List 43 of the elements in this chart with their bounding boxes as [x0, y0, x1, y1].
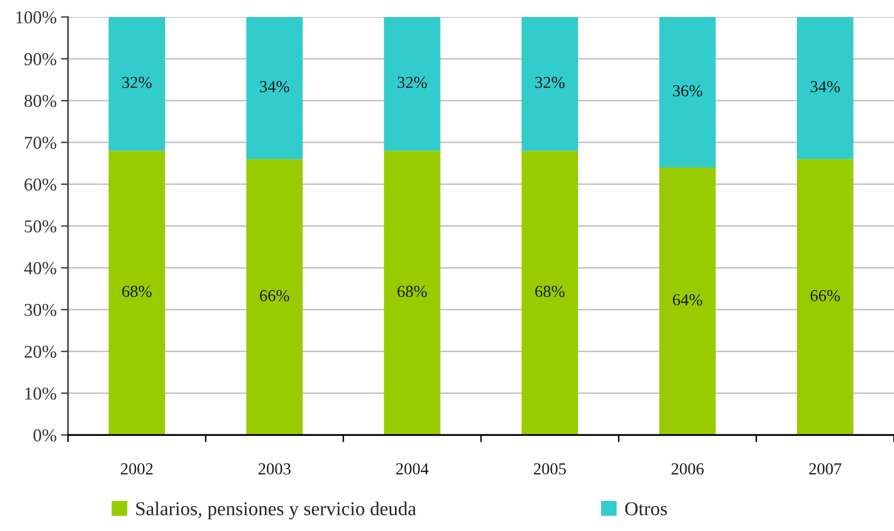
legend-label: Otros [625, 502, 667, 516]
y-tick-label: 80% [24, 94, 56, 108]
data-label: 68% [535, 286, 565, 298]
y-tick-label: 50% [24, 220, 56, 232]
bar [384, 17, 440, 151]
data-label: 66% [810, 290, 840, 302]
bar [108, 17, 166, 151]
data-label: 34% [260, 80, 290, 92]
bar [384, 150, 440, 435]
data-label: 64% [672, 294, 702, 306]
bar [659, 167, 716, 435]
bar [108, 150, 166, 435]
bar [246, 17, 303, 160]
x-tick-label: 2003 [258, 463, 291, 475]
data-label: 32% [122, 76, 152, 88]
y-tick-label: 10% [25, 387, 56, 400]
data-label: 68% [398, 286, 427, 298]
data-label: 68% [122, 286, 152, 298]
data-label: 66% [260, 290, 290, 302]
bar [796, 159, 854, 435]
legend-label: Salarios, pensiones y servicio deuda [136, 502, 416, 520]
y-tick-label: 40% [24, 262, 56, 274]
y-tick-label: 30% [24, 304, 56, 316]
y-tick-label: 20% [24, 346, 56, 358]
bar [796, 17, 854, 160]
y-tick-label: 60% [24, 178, 56, 191]
data-label: 32% [535, 76, 565, 88]
y-tick-label: 90% [24, 53, 56, 66]
y-tick-label: 0% [34, 429, 56, 442]
bar [246, 159, 303, 435]
data-label: 34% [810, 80, 840, 92]
x-tick-label: 2006 [672, 463, 704, 475]
x-tick-label: 2004 [396, 463, 429, 475]
x-tick-label: 2005 [534, 463, 566, 475]
bar [522, 17, 578, 151]
data-label: 32% [398, 76, 427, 88]
x-tick-label: 2007 [809, 463, 842, 475]
data-label: 36% [673, 85, 702, 96]
bar [659, 17, 716, 168]
bar [522, 150, 578, 435]
y-tick-label: 100% [16, 11, 56, 24]
x-tick-label: 2002 [120, 463, 153, 475]
y-tick-label: 70% [24, 136, 56, 149]
